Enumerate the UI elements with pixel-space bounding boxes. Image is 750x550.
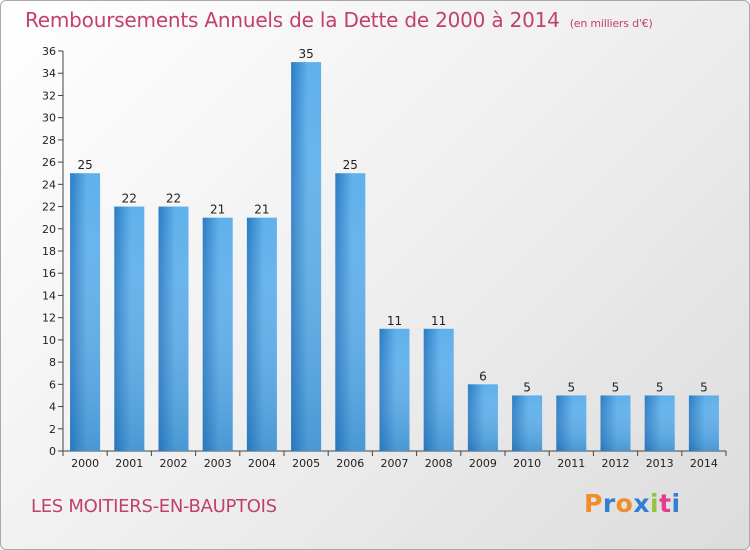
y-tick-label: 32 <box>42 89 56 102</box>
x-tick-label: 2009 <box>469 457 497 470</box>
bar-value-label: 25 <box>77 158 92 172</box>
chart-unit: (en milliers d'€) <box>569 17 653 30</box>
y-tick-label: 4 <box>49 401 56 414</box>
x-tick-label: 2013 <box>646 457 674 470</box>
bar-shade <box>202 217 233 451</box>
bar-shade <box>423 328 454 451</box>
y-tick-label: 16 <box>42 267 56 280</box>
y-tick-label: 28 <box>42 134 56 147</box>
bar-value-label: 5 <box>567 380 575 394</box>
y-tick-label: 0 <box>49 445 56 458</box>
logo-letter: P <box>584 489 603 518</box>
y-tick-label: 34 <box>42 67 56 80</box>
bar-value-label: 5 <box>656 380 664 394</box>
bar-shade <box>600 395 631 451</box>
bar-shade <box>512 395 543 451</box>
bar-value-label: 5 <box>612 380 620 394</box>
x-tick-label: 2012 <box>602 457 630 470</box>
y-tick-label: 6 <box>49 378 56 391</box>
bar-shade <box>70 173 101 451</box>
bar-value-label: 22 <box>122 192 137 206</box>
bar-value-label: 21 <box>254 203 269 217</box>
bar-value-label: 5 <box>700 380 708 394</box>
bar-shade <box>335 173 366 451</box>
logo-letter: t <box>659 489 672 518</box>
bar-shade <box>644 395 675 451</box>
x-tick-label: 2010 <box>513 457 541 470</box>
bar-value-label: 35 <box>298 47 313 61</box>
bar-value-label: 25 <box>343 158 358 172</box>
y-tick-label: 26 <box>42 156 56 169</box>
bar-shade <box>556 395 587 451</box>
logo-letter: i <box>671 489 681 518</box>
city-name: LES MOITIERS-EN-BAUPTOIS <box>31 496 277 517</box>
logo-letter: o <box>615 489 634 518</box>
x-tick-label: 2006 <box>336 457 364 470</box>
x-tick-label: 2011 <box>557 457 585 470</box>
bar-value-label: 6 <box>479 369 487 383</box>
y-tick-label: 10 <box>42 334 56 347</box>
bar-value-label: 11 <box>387 314 402 328</box>
x-tick-label: 2004 <box>248 457 276 470</box>
logo-letter: i <box>650 489 660 518</box>
x-tick-label: 2007 <box>381 457 409 470</box>
bar-shade <box>158 206 189 451</box>
y-tick-label: 8 <box>49 356 56 369</box>
y-tick-label: 2 <box>49 423 56 436</box>
logo-letter: r <box>602 489 616 518</box>
x-tick-label: 2003 <box>204 457 232 470</box>
chart-title: Remboursements Annuels de la Dette de 20… <box>25 8 653 32</box>
y-tick-label: 24 <box>42 178 56 191</box>
chart-title-text: Remboursements Annuels de la Dette de 20… <box>25 8 560 32</box>
bar-value-label: 21 <box>210 203 225 217</box>
y-tick-label: 18 <box>42 245 56 258</box>
y-tick-label: 22 <box>42 201 56 214</box>
bar-shade <box>379 328 410 451</box>
proxiti-logo: Proxiti <box>584 489 681 518</box>
bar-shade <box>114 206 145 451</box>
y-tick-label: 20 <box>42 223 56 236</box>
bar-value-label: 5 <box>523 380 531 394</box>
bar-shade <box>467 384 498 451</box>
bar-value-label: 22 <box>166 192 181 206</box>
bar-shade <box>291 62 322 451</box>
x-tick-label: 2008 <box>425 457 453 470</box>
x-tick-label: 2002 <box>160 457 188 470</box>
bar-shade <box>688 395 719 451</box>
y-tick-label: 30 <box>42 112 56 125</box>
x-tick-label: 2001 <box>115 457 143 470</box>
x-tick-label: 2005 <box>292 457 320 470</box>
y-tick-label: 36 <box>42 45 56 58</box>
bar-shade <box>246 217 277 451</box>
x-tick-label: 2000 <box>71 457 99 470</box>
logo-letter: x <box>633 489 650 518</box>
y-tick-label: 14 <box>42 289 56 302</box>
y-tick-label: 12 <box>42 312 56 325</box>
bar-value-label: 11 <box>431 314 446 328</box>
x-tick-label: 2014 <box>690 457 718 470</box>
